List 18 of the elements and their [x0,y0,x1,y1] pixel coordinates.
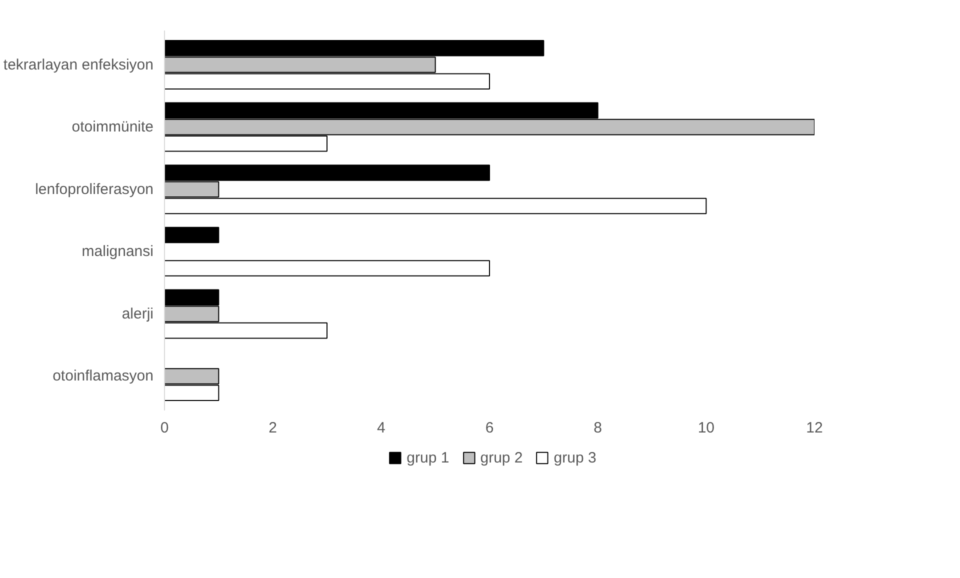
x-tick-label: 0 [160,420,169,436]
bar [164,226,220,244]
bar [164,260,490,276]
x-tick-label: 2 [268,420,278,436]
y-tick-label: tekrarlayan enfeksiyon [3,56,154,74]
x-tick-label: 8 [594,420,602,436]
legend-label: grup 2 [480,449,523,466]
y-tick-label: otoimmünite [72,118,154,136]
legend-label: grup 1 [406,449,450,466]
y-tick-label: alerji [122,305,154,322]
x-tick-label: 4 [376,420,386,436]
x-tick-label: 10 [698,420,715,436]
x-tick-label: 12 [806,420,823,436]
y-tick-label: lenfoproliferasyon [35,180,154,198]
y-tick-label: malignansi [82,243,154,260]
x-tick-label: 6 [485,420,494,436]
legend-label: grup 3 [554,449,596,466]
y-tick-label: otoinflamasyon [52,368,154,385]
